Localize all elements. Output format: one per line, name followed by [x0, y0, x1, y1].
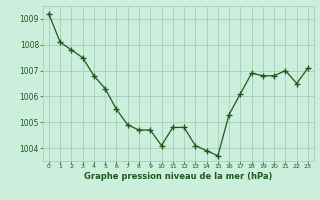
X-axis label: Graphe pression niveau de la mer (hPa): Graphe pression niveau de la mer (hPa): [84, 172, 273, 181]
